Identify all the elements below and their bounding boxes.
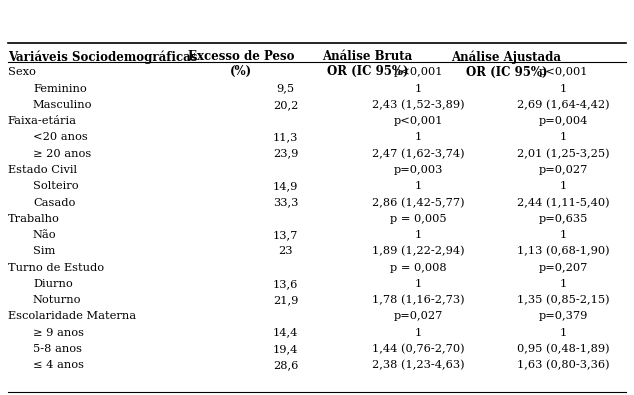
Text: 28,6: 28,6 [273,360,298,370]
Text: Solteiro: Solteiro [33,181,79,191]
Text: 2,86 (1,42-5,77): 2,86 (1,42-5,77) [372,198,464,208]
Text: 21,9: 21,9 [273,295,298,305]
Text: Excesso de Peso
(%): Excesso de Peso (%) [188,51,295,79]
Text: p=0,027: p=0,027 [538,165,588,175]
Text: Estado Civil: Estado Civil [8,165,77,175]
Text: Diurno: Diurno [33,279,73,289]
Text: p<0,001: p<0,001 [538,67,588,77]
Text: p=0,027: p=0,027 [393,311,443,322]
Text: 1: 1 [415,84,422,94]
Text: 14,9: 14,9 [273,181,298,191]
Text: 2,47 (1,62-3,74): 2,47 (1,62-3,74) [372,149,464,159]
Text: 1,35 (0,85-2,15): 1,35 (0,85-2,15) [517,295,609,305]
Text: p = 0,005: p = 0,005 [390,214,446,224]
Text: 1,89 (1,22-2,94): 1,89 (1,22-2,94) [372,246,464,257]
Text: ≥ 9 anos: ≥ 9 anos [33,328,84,338]
Text: 1: 1 [560,230,567,240]
Text: 13,6: 13,6 [273,279,298,289]
Text: Não: Não [33,230,56,240]
Text: 1: 1 [560,328,567,338]
Text: Trabalho: Trabalho [8,214,60,224]
Text: 1: 1 [560,279,567,289]
Text: p<0,001: p<0,001 [393,67,443,77]
Text: 23,9: 23,9 [273,149,298,159]
Text: ≥ 20 anos: ≥ 20 anos [33,149,91,159]
Text: Masculino: Masculino [33,100,93,110]
Text: 9,5: 9,5 [276,84,295,94]
Text: p<0,001: p<0,001 [393,116,443,126]
Text: 1: 1 [560,181,567,191]
Text: 1: 1 [415,230,422,240]
Text: 2,43 (1,52-3,89): 2,43 (1,52-3,89) [372,100,464,110]
Text: Escolaridade Materna: Escolaridade Materna [8,311,136,322]
Text: Sexo: Sexo [8,67,36,77]
Text: Turno de Estudo: Turno de Estudo [8,263,104,273]
Text: Faixa-etária: Faixa-etária [8,116,77,126]
Text: p=0,379: p=0,379 [538,311,588,322]
Text: 11,3: 11,3 [273,132,298,142]
Text: p=0,207: p=0,207 [538,263,588,273]
Text: 1: 1 [415,328,422,338]
Text: p=0,004: p=0,004 [538,116,588,126]
Text: 2,01 (1,25-3,25): 2,01 (1,25-3,25) [517,149,609,159]
Text: 1,63 (0,80-3,36): 1,63 (0,80-3,36) [517,360,609,371]
Text: 23: 23 [278,246,293,256]
Text: 19,4: 19,4 [273,344,298,354]
Text: 5-8 anos: 5-8 anos [33,344,82,354]
Text: 1: 1 [560,84,567,94]
Text: 13,7: 13,7 [273,230,298,240]
Text: 20,2: 20,2 [273,100,298,110]
Text: Noturno: Noturno [33,295,81,305]
Text: 0,95 (0,48-1,89): 0,95 (0,48-1,89) [517,344,609,354]
Text: 1,13 (0,68-1,90): 1,13 (0,68-1,90) [517,246,609,257]
Text: 1,44 (0,76-2,70): 1,44 (0,76-2,70) [372,344,464,354]
Text: 33,3: 33,3 [273,198,298,207]
Text: 1: 1 [560,132,567,142]
Text: 1: 1 [415,132,422,142]
Text: ≤ 4 anos: ≤ 4 anos [33,360,84,370]
Text: Análise Bruta
OR (IC 95%): Análise Bruta OR (IC 95%) [322,51,413,79]
Text: 2,44 (1,11-5,40): 2,44 (1,11-5,40) [517,198,609,208]
Text: Casado: Casado [33,198,75,207]
Text: Variáveis Sociodemográficas: Variáveis Sociodemográficas [8,51,197,64]
Text: 2,69 (1,64-4,42): 2,69 (1,64-4,42) [517,100,609,110]
Text: <20 anos: <20 anos [33,132,87,142]
Text: p=0,635: p=0,635 [538,214,588,224]
Text: Feminino: Feminino [33,84,87,94]
Text: 1,78 (1,16-2,73): 1,78 (1,16-2,73) [372,295,464,305]
Text: 14,4: 14,4 [273,328,298,338]
Text: 1: 1 [415,181,422,191]
Text: Análise Ajustada
OR (IC 95%): Análise Ajustada OR (IC 95%) [451,51,561,79]
Text: 2,38 (1,23-4,63): 2,38 (1,23-4,63) [372,360,464,371]
Text: Sim: Sim [33,246,55,256]
Text: p=0,003: p=0,003 [393,165,443,175]
Text: p = 0,008: p = 0,008 [390,263,446,273]
Text: 1: 1 [415,279,422,289]
